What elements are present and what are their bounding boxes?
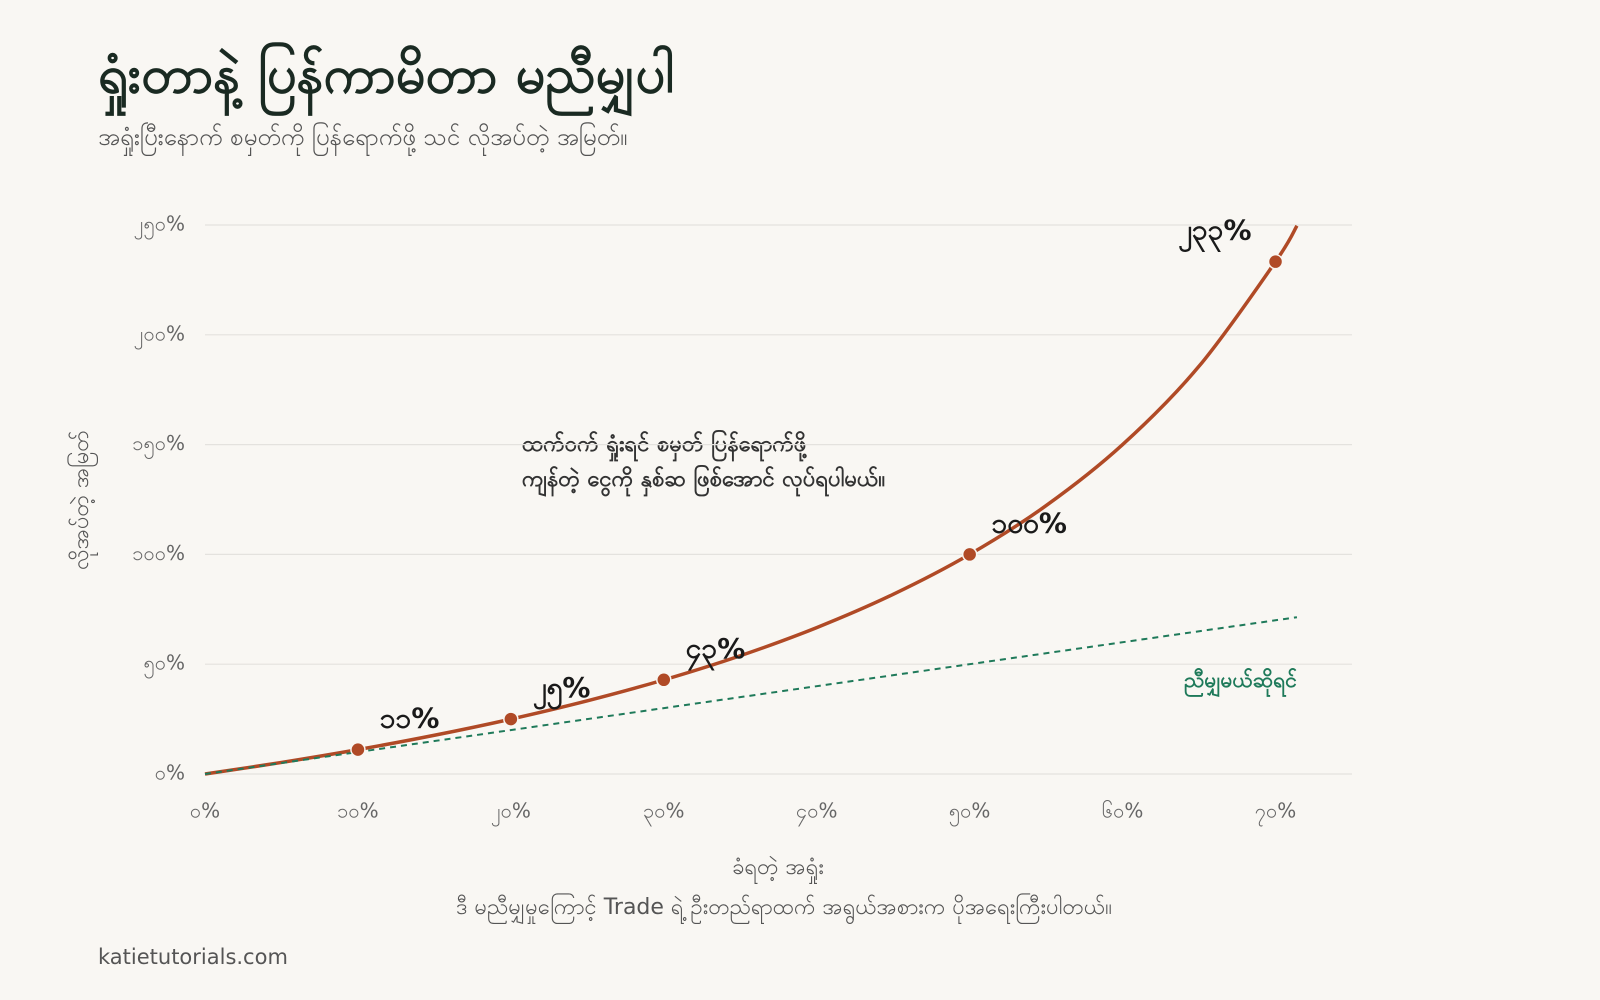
series-label: ညီမျှမယ်ဆိုရင် <box>1184 666 1297 698</box>
annotation: ထက်ဝက် ရှုံးရင် စမှတ် ပြန်ရောက်ဖို့ <box>522 429 808 462</box>
value-label: ၄၃% <box>686 632 746 672</box>
x-tick-label: ၂၀% <box>491 799 531 827</box>
y-tick-label: ၅၀% <box>143 651 185 679</box>
source: katietutorials.com <box>98 945 288 969</box>
x-tick-label: ၆၀% <box>1102 799 1144 823</box>
value-label: ၁၁% <box>380 702 440 735</box>
point <box>961 546 978 563</box>
value-label: ၂၃၃% <box>1178 214 1251 254</box>
y-tick-label: ၁၅၀% <box>132 431 185 459</box>
point <box>503 711 519 727</box>
x-tick-label: ၇၀% <box>1255 799 1297 827</box>
point <box>1267 253 1284 270</box>
x-tick-label: ၅၀% <box>949 799 991 827</box>
curve <box>204 224 1299 776</box>
value-label: ၂၅% <box>533 671 591 711</box>
y-tick-label: ၀% <box>155 761 185 785</box>
x-tick-label: ၃၀% <box>643 799 685 827</box>
x-tick-label: ၀% <box>190 799 220 823</box>
chart-subtitle: အရှုံးပြီးနောက် စမှတ်ကို ပြန်ရောက်ဖို့ သ… <box>98 121 627 157</box>
note: ဒီ မညီမျှမှုကြောင့် Trade ရဲ့ ဦးတည်ရာထက်… <box>456 893 1112 925</box>
point <box>350 741 366 758</box>
y-tick-label: ၂၀၀% <box>134 321 185 349</box>
y-tick-label: ၂၅၀% <box>134 212 185 240</box>
value-label: ၁၀၀% <box>992 506 1067 539</box>
x-tick-label: ၄၀% <box>796 799 838 827</box>
reference-line <box>204 616 1298 775</box>
x-tick-label: ၁၀% <box>337 799 379 823</box>
chart-title: ရှုံးတာနဲ့ ပြန်ကာမိတာ မညီမျှပါ <box>98 43 674 116</box>
annotation: ကျန်တဲ့ ငွေကို နှစ်ဆ ဖြစ်အောင် လုပ်ရပါမယ… <box>522 464 885 497</box>
y-axis-label: လိုအပ်တဲ့ အမြတ် <box>67 430 98 570</box>
point <box>656 672 672 688</box>
y-tick-label: ၁၀၀% <box>132 541 185 565</box>
x-axis-label: ခံရတဲ့ အရှုံး <box>732 855 824 884</box>
